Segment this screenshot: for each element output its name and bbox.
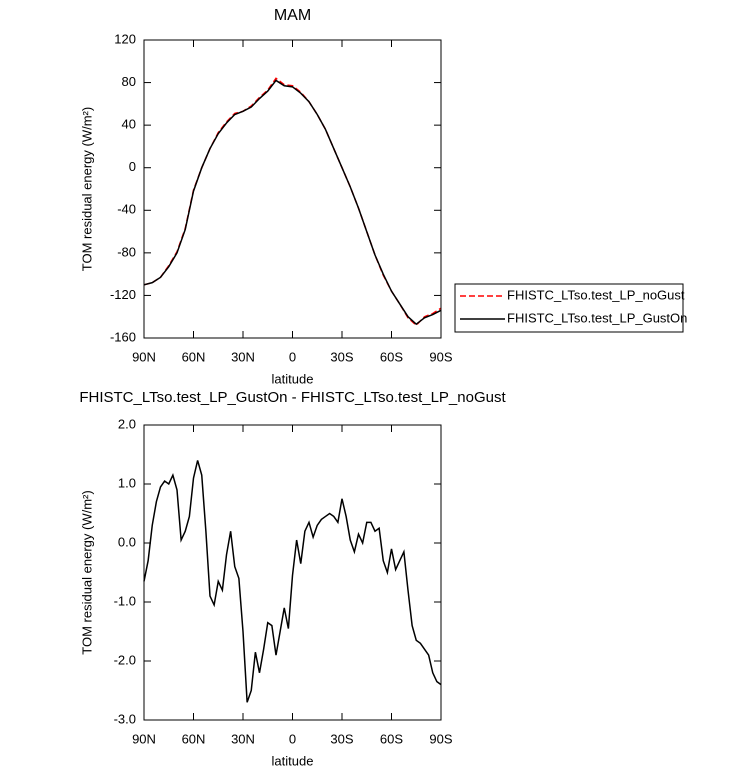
x-axis-label: latitude: [272, 753, 314, 768]
y-axis-label: TOM residual energy (W/m²): [79, 490, 94, 654]
x-tick-label: 60N: [182, 349, 206, 364]
y-axis-label: TOM residual energy (W/m²): [79, 107, 94, 271]
data-line: [143, 77, 442, 327]
legend-label: FHISTC_LTso.test_LP_noGust: [507, 287, 685, 302]
y-tick-label: -2.0: [114, 652, 136, 667]
y-tick-label: -40: [117, 202, 136, 217]
x-axis-label: latitude: [272, 371, 314, 386]
x-tick-label: 60S: [380, 349, 403, 364]
x-tick-label: 0: [289, 731, 296, 746]
y-tick-label: 120: [114, 31, 136, 46]
chart-title: MAM: [274, 7, 311, 24]
x-tick-label: 60S: [380, 731, 403, 746]
x-tick-label: 30N: [231, 731, 255, 746]
y-tick-label: 40: [122, 117, 136, 132]
y-tick-label: 1.0: [118, 475, 136, 490]
data-line: [143, 460, 442, 703]
x-tick-label: 90S: [429, 731, 452, 746]
y-tick-label: -120: [110, 287, 136, 302]
x-tick-label: 30S: [330, 349, 353, 364]
legend-box: [454, 283, 684, 333]
y-tick-label: -160: [110, 329, 136, 344]
x-tick-label: 60N: [182, 731, 206, 746]
y-tick-label: 2.0: [118, 416, 136, 431]
plot-frame: [143, 39, 442, 339]
data-line: [143, 79, 442, 326]
y-tick-label: -3.0: [114, 711, 136, 726]
chart-title: FHISTC_LTso.test_LP_GustOn - FHISTC_LTso…: [79, 389, 506, 406]
y-tick-label: 0.0: [118, 534, 136, 549]
x-tick-label: 0: [289, 349, 296, 364]
y-tick-label: -80: [117, 244, 136, 259]
y-tick-label: 0: [129, 159, 136, 174]
legend-label: FHISTC_LTso.test_LP_GustOn: [507, 310, 687, 325]
x-tick-label: 90N: [132, 731, 156, 746]
x-tick-label: 30N: [231, 349, 255, 364]
x-tick-label: 90S: [429, 349, 452, 364]
x-tick-label: 90N: [132, 349, 156, 364]
x-tick-label: 30S: [330, 731, 353, 746]
y-tick-label: 80: [122, 74, 136, 89]
y-tick-label: -1.0: [114, 593, 136, 608]
